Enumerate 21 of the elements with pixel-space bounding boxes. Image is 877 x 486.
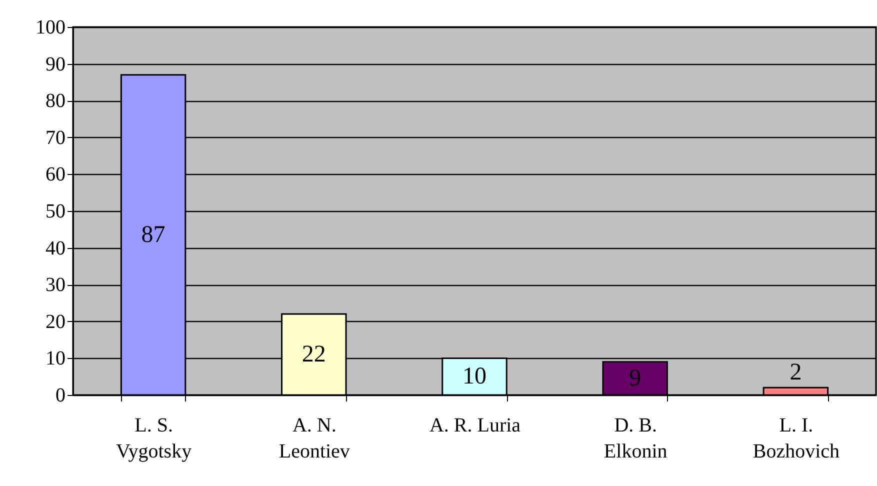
y-tick-label: 30	[46, 274, 66, 296]
y-tick-label: 10	[46, 348, 66, 370]
y-tick-label: 90	[46, 53, 66, 76]
y-tick-label: 0	[56, 384, 66, 406]
data-label: 87	[141, 222, 166, 248]
y-tick-label: 80	[46, 90, 66, 112]
data-label: 22	[302, 342, 326, 368]
x-tick-label: D. B. Elkonin	[604, 414, 668, 462]
data-label: 10	[462, 364, 486, 390]
x-tick-label: A. N. Leontiev	[278, 414, 350, 462]
y-tick-label: 40	[46, 237, 66, 260]
y-tick-label: 60	[46, 164, 66, 186]
x-tick-label: A. R. Luria	[429, 414, 521, 436]
y-tick-label: 50	[46, 200, 66, 222]
x-tick-label: L. S. Vygotsky	[116, 414, 192, 462]
x-tick-label: L. I. Bozhovich	[752, 414, 840, 462]
y-tick-label: 70	[46, 126, 66, 149]
data-label: 2	[790, 360, 802, 386]
y-tick-label: 100	[36, 16, 66, 38]
y-tick-label: 20	[46, 310, 66, 333]
data-label: 9	[629, 365, 642, 392]
